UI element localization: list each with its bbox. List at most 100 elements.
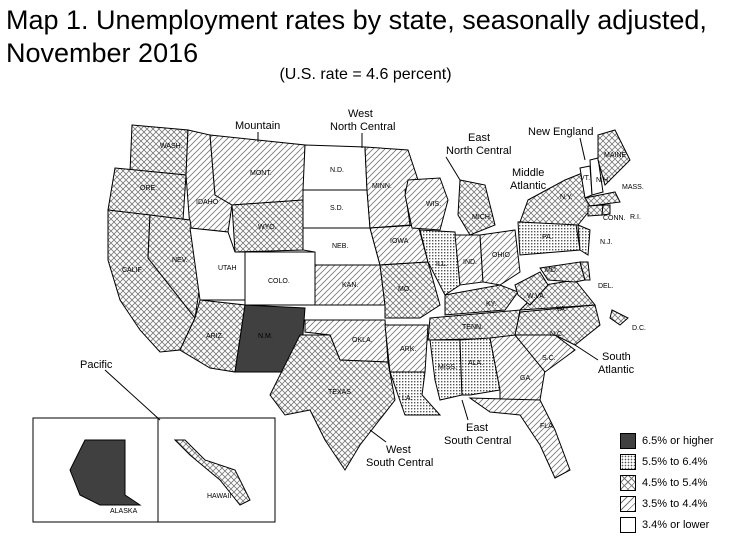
label-ohio: OHIO	[492, 252, 510, 259]
state-ri	[601, 204, 611, 216]
leader-new-england	[579, 137, 586, 161]
label-sd: S.D.	[330, 205, 344, 212]
title-line-1: Map 1. Unemployment rates by state, seas…	[6, 5, 707, 35]
label-ill: ILL.	[436, 261, 448, 268]
state-ala	[459, 337, 501, 396]
label-del: DEL.	[598, 283, 614, 290]
legend-swatch-white	[620, 516, 636, 533]
state-ill	[419, 229, 461, 296]
legend-item-dots: 5.5% to 6.4%	[620, 451, 730, 472]
map-title: Map 1. Unemployment rates by state, seas…	[6, 4, 731, 70]
state-wash	[129, 124, 189, 176]
label-iowa: IOWA	[390, 238, 409, 245]
label-tenn: TENN.	[462, 324, 483, 331]
leader-enc	[445, 156, 461, 181]
label-ariz: ARIZ.	[206, 333, 224, 340]
state-maine	[597, 129, 631, 186]
state-dc	[609, 309, 629, 326]
label-ore: ORE.	[140, 185, 157, 192]
state-nev	[147, 214, 201, 320]
state-fla	[468, 397, 571, 479]
state-wis	[404, 177, 449, 231]
legend-label: 5.5% to 6.4%	[642, 455, 708, 468]
label-wash: WASH.	[160, 143, 183, 150]
label-nd: N.D.	[330, 167, 344, 174]
leader-south-atlantic	[574, 344, 599, 361]
label-hawaii: HAWAII	[207, 493, 231, 500]
legend-swatch-dots	[620, 453, 636, 470]
label-vt: VT.	[580, 175, 590, 182]
label-okla: OKLA.	[352, 337, 373, 344]
label-mo: MO.	[398, 286, 411, 293]
region-new-england: New England	[528, 126, 593, 138]
region-middle-atlantic-2: Atlantic	[510, 180, 547, 192]
label-conn: CONN.	[603, 215, 626, 222]
label-ind: IND.	[463, 259, 477, 266]
title-line-2: November 2016	[6, 38, 199, 68]
label-ala: ALA.	[468, 360, 483, 367]
state-la	[389, 371, 442, 416]
label-ky: KY.	[486, 301, 496, 308]
legend-swatch-solid	[620, 432, 636, 449]
state-ohio	[479, 229, 521, 286]
label-nev: NEV.	[172, 257, 188, 264]
region-middle-atlantic-1: Middle	[512, 167, 544, 179]
label-ga: GA.	[520, 375, 532, 382]
region-south-atlantic-2: Atlantic	[598, 364, 635, 376]
label-ark: ARK.	[400, 346, 416, 353]
state-iowa	[369, 224, 429, 266]
region-east-south-central-2: South Central	[444, 435, 511, 447]
state-del	[579, 261, 591, 281]
label-wyo: WYO.	[258, 224, 277, 231]
legend-label: 3.4% or lower	[642, 518, 710, 531]
state-md	[539, 261, 586, 283]
label-colo: COLO.	[268, 278, 290, 285]
region-mountain: Mountain	[235, 120, 280, 132]
label-dc: D.C.	[632, 325, 646, 332]
map-subtitle: (U.S. rate = 4.6 percent)	[279, 66, 452, 83]
label-neb: NEB.	[332, 243, 348, 250]
region-east-north-central-2: North Central	[446, 145, 511, 157]
label-minn: MINN.	[372, 183, 392, 190]
state-nh	[589, 157, 604, 196]
leader-esc	[461, 399, 469, 421]
state-wva	[514, 271, 549, 306]
leader-wsc	[369, 429, 387, 443]
label-maine: MAINE	[604, 152, 627, 159]
label-mont: MONT.	[250, 170, 272, 177]
region-south-atlantic-1: South	[602, 351, 631, 363]
inset-box	[32, 417, 276, 523]
label-ri: R.I.	[630, 214, 641, 221]
region-east-south-central-1: East	[466, 422, 488, 434]
legend-swatch-diag	[620, 495, 636, 512]
label-miss: MISS.	[438, 364, 457, 371]
legend-item-cross: 4.5% to 5.4%	[620, 472, 730, 493]
label-nm: N.M.	[258, 333, 273, 340]
region-east-north-central-1: East	[468, 132, 490, 144]
state-conn	[587, 204, 604, 217]
legend-label: 6.5% or higher	[642, 434, 714, 447]
label-la: LA.	[402, 395, 413, 402]
label-mass: MASS.	[622, 184, 644, 191]
label-md: MD.	[545, 267, 558, 274]
legend-item-white: 3.4% or lower	[620, 514, 730, 535]
label-idaho: IDAHO	[196, 199, 219, 206]
state-nj	[577, 224, 591, 256]
label-sc: S.C.	[542, 355, 556, 362]
region-west-south-central-2: South Central	[366, 457, 433, 469]
legend-label: 4.5% to 5.4%	[642, 476, 708, 489]
region-pacific: Pacific	[80, 359, 113, 371]
label-nc: N.C.	[550, 331, 564, 338]
legend: 6.5% or higher 5.5% to 6.4% 4.5% to 5.4%…	[620, 430, 730, 535]
legend-label: 3.5% to 4.4%	[642, 497, 708, 510]
state-texas	[269, 334, 396, 471]
label-calif: CALIF.	[122, 267, 143, 274]
region-west-north-central-1: West	[348, 108, 373, 120]
label-va: VA.	[556, 306, 567, 313]
label-utah: UTAH	[218, 265, 237, 272]
state-miss	[429, 339, 463, 401]
label-ny: N.Y.	[560, 194, 573, 201]
label-wis: WIS.	[426, 201, 441, 208]
label-alaska: ALASKA	[110, 508, 138, 515]
